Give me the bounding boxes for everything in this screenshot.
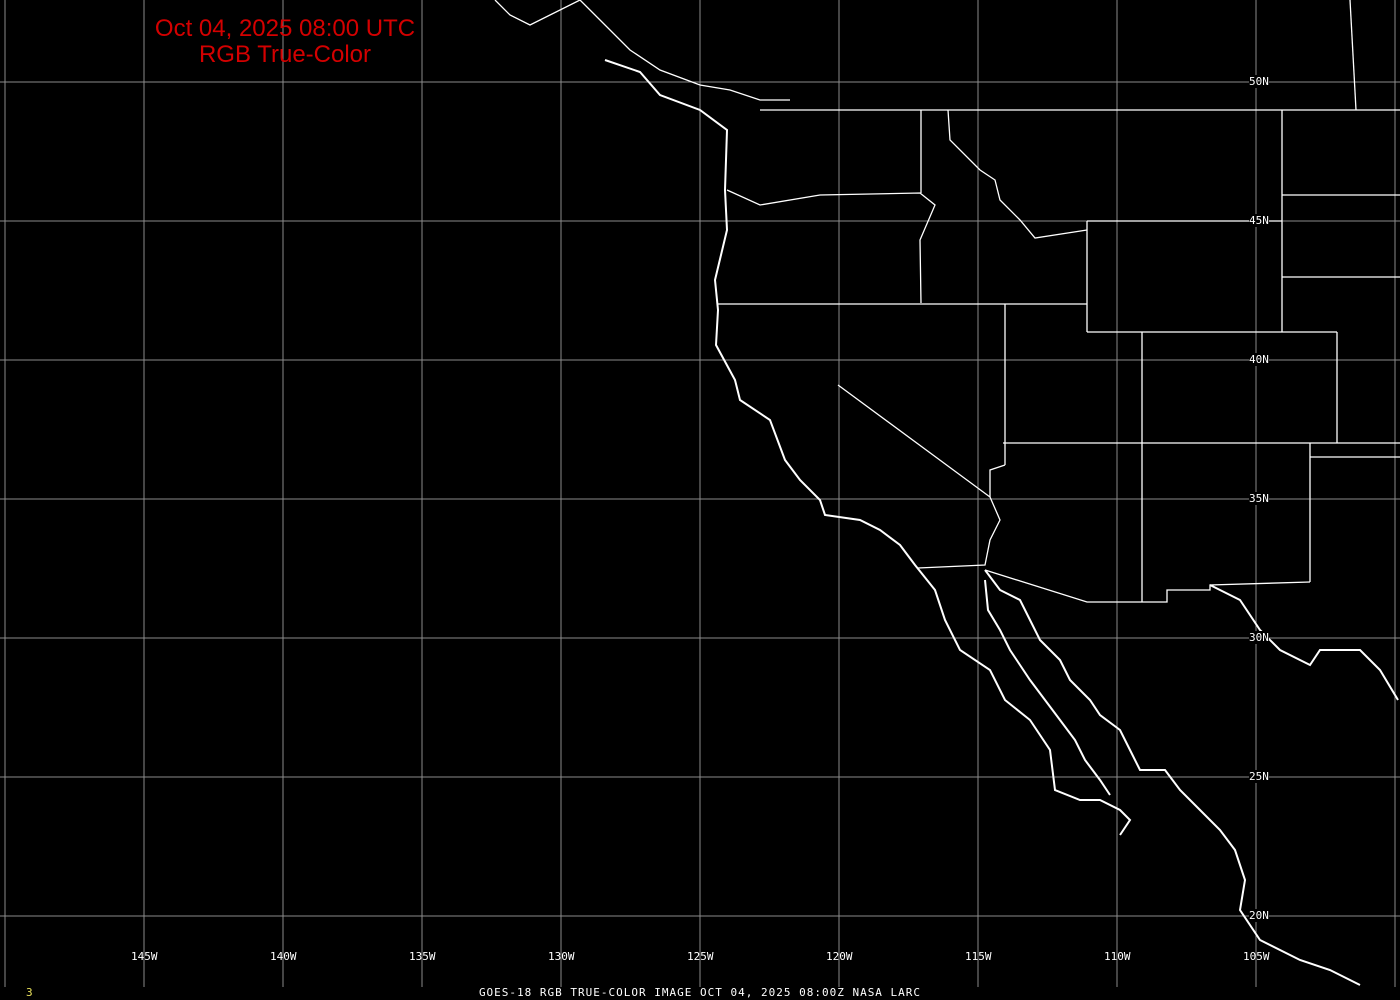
latitude-label: 30N (1249, 631, 1269, 644)
latitude-label: 25N (1249, 770, 1269, 783)
pacific-coastline (604, 59, 1132, 836)
longitude-label: 110W (1104, 950, 1131, 963)
map-title-product: RGB True-Color (198, 41, 372, 68)
state-borders (726, 189, 936, 304)
longitude-label: 115W (965, 950, 992, 963)
longitude-label: 140W (270, 950, 297, 963)
latitude-label: 35N (1249, 492, 1269, 505)
latitude-label: 45N (1249, 214, 1269, 227)
image-caption: GOES-18 RGB TRUE-COLOR IMAGE OCT 04, 202… (478, 986, 922, 999)
mexico-mainland-coastline (984, 569, 1361, 986)
longitude-label: 105W (1243, 950, 1270, 963)
longitude-label: 130W (548, 950, 575, 963)
longitude-label: 145W (131, 950, 158, 963)
gulf-of-california-west-coast (984, 579, 1111, 796)
map-title-datetime: Oct 04, 2025 08:00 UTC (154, 15, 416, 42)
bc-coastline (494, 0, 790, 101)
latitude-label: 50N (1249, 75, 1269, 88)
frame-number: 3 (26, 986, 33, 999)
longitude-label: 125W (687, 950, 714, 963)
longitude-label: 120W (826, 950, 853, 963)
longitude-label: 135W (409, 950, 436, 963)
latitude-label: 20N (1249, 909, 1269, 922)
mexico-gulf-coastline (1209, 584, 1399, 701)
coastlines-and-borders (494, 0, 1400, 986)
latitude-label: 40N (1249, 353, 1269, 366)
